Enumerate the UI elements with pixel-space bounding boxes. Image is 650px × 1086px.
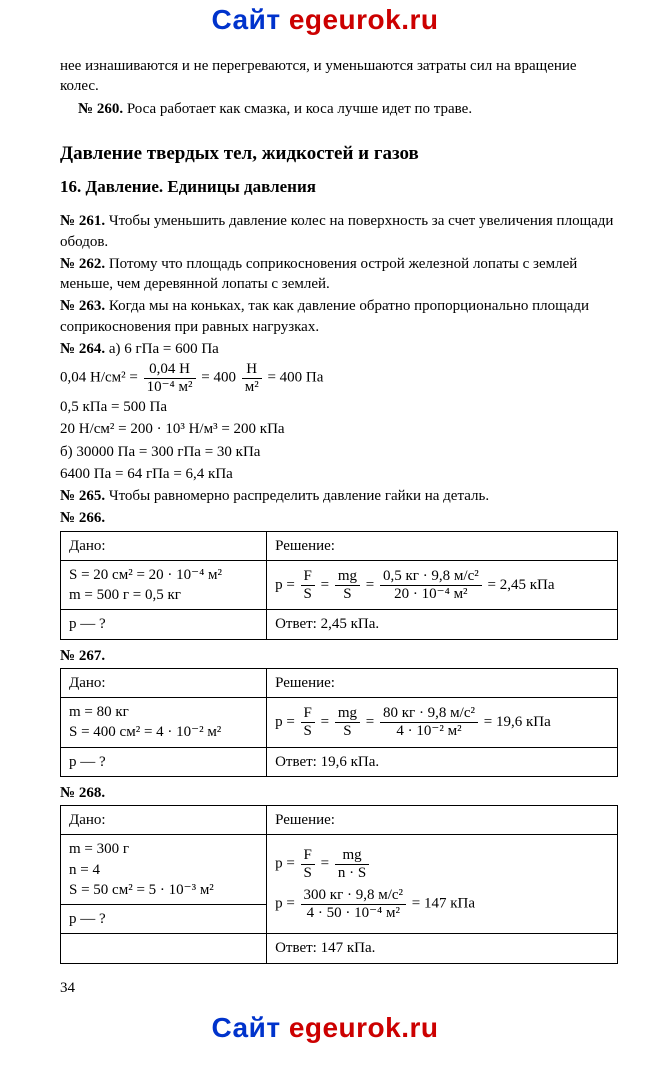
n264-line6: 6400 Па = 64 гПа = 6,4 кПа: [60, 464, 618, 484]
n262: № 262. Потому что площадь соприкосновени…: [60, 254, 618, 295]
n268-given: m = 300 г n = 4 S = 50 см² = 5 · 10⁻³ м²: [61, 835, 267, 905]
n264-l2-mid: = 400: [201, 370, 236, 386]
n264-line5: б) 30000 Па = 300 гПа = 30 кПа: [60, 442, 618, 462]
n264-l2-pre: 0,04 Н/см² =: [60, 370, 142, 386]
n266-label: № 266.: [60, 508, 618, 528]
n260-label: № 260.: [78, 101, 123, 117]
n265-label: № 265.: [60, 488, 105, 504]
frac-1: 0,04 Н10⁻⁴ м²: [144, 361, 196, 395]
n267-label: № 267.: [60, 646, 618, 666]
n261-text: Чтобы уменьшить давление колес на поверх…: [60, 213, 613, 249]
subsection-heading: 16. Давление. Единицы давления: [60, 176, 618, 199]
n263: № 263. Когда мы на коньках, так как давл…: [60, 296, 618, 337]
n260: № 260. Роса работает как смазка, и коса …: [60, 99, 618, 119]
n266-solution: p = FS = mgS = 0,5 кг · 9,8 м/с²20 · 10⁻…: [267, 560, 618, 610]
table-267: Дано: Решение: m = 80 кг S = 400 см² = 4…: [60, 668, 618, 777]
watermark-domain: egeurok.ru: [289, 4, 439, 35]
n264-l2-end: = 400 Па: [267, 370, 323, 386]
n266-find: p — ?: [61, 610, 267, 639]
section-heading: Давление твердых тел, жидкостей и газов: [60, 141, 618, 167]
n263-text: Когда мы на коньках, так как давление об…: [60, 298, 589, 334]
n267-dano: Дано:: [61, 668, 267, 697]
n260-text: Роса работает как смазка, и коса лучше и…: [123, 101, 472, 117]
n262-label: № 262.: [60, 256, 105, 272]
watermark-site: Сайт: [211, 4, 288, 35]
n268-resh: Решение:: [267, 806, 618, 835]
n267-given: m = 80 кг S = 400 см² = 4 · 10⁻² м²: [61, 698, 267, 748]
n266-resh: Решение:: [267, 531, 618, 560]
watermark-top: Сайт egeurok.ru: [0, 4, 650, 36]
n268-label: № 268.: [60, 783, 618, 803]
n262-text: Потому что площадь соприкосновения остро…: [60, 256, 577, 292]
n265-text: Чтобы равномерно распределить давление г…: [105, 488, 489, 504]
n264-line2: 0,04 Н/см² = 0,04 Н10⁻⁴ м² = 400 Нм² = 4…: [60, 361, 618, 395]
n267-resh: Решение:: [267, 668, 618, 697]
n261-label: № 261.: [60, 213, 105, 229]
n268-answer: Ответ: 147 кПа.: [267, 934, 618, 963]
n265: № 265. Чтобы равномерно распределить дав…: [60, 486, 618, 506]
n261: № 261. Чтобы уменьшить давление колес на…: [60, 211, 618, 252]
n267-solution: p = FS = mgS = 80 кг · 9,8 м/с²4 · 10⁻² …: [267, 698, 618, 748]
watermark-bottom: Сайт egeurok.ru: [0, 1012, 650, 1044]
n264-line3: 0,5 кПа = 500 Па: [60, 397, 618, 417]
table-266: Дано: Решение: S = 20 см² = 20 · 10⁻⁴ м²…: [60, 531, 618, 640]
n266-dano: Дано:: [61, 531, 267, 560]
n264-line4: 20 Н/см² = 200 · 10³ Н/м³ = 200 кПа: [60, 419, 618, 439]
n264-label: № 264.: [60, 341, 105, 357]
table-268: Дано: Решение: m = 300 г n = 4 S = 50 см…: [60, 805, 618, 964]
n268-solution: p = FS = mgn · S p = 300 кг · 9,8 м/с²4 …: [267, 835, 618, 934]
page-number: 34: [60, 978, 618, 998]
n268-dano: Дано:: [61, 806, 267, 835]
n263-label: № 263.: [60, 298, 105, 314]
n266-answer: Ответ: 2,45 кПа.: [267, 610, 618, 639]
n264-a-text: a) 6 гПа = 600 Па: [105, 341, 219, 357]
n268-find: p — ?: [61, 905, 267, 934]
watermark-domain-b: egeurok.ru: [289, 1012, 439, 1043]
n264-a: № 264. a) 6 гПа = 600 Па: [60, 339, 618, 359]
frac-2: Нм²: [242, 361, 262, 395]
n266-given: S = 20 см² = 20 · 10⁻⁴ м² m = 500 г = 0,…: [61, 560, 267, 610]
page-content: нее изнашиваются и не перегреваются, и у…: [0, 38, 650, 1008]
n267-answer: Ответ: 19,6 кПа.: [267, 747, 618, 776]
intro-line: нее изнашиваются и не перегреваются, и у…: [60, 56, 618, 97]
n267-find: p — ?: [61, 747, 267, 776]
watermark-site-b: Сайт: [211, 1012, 288, 1043]
